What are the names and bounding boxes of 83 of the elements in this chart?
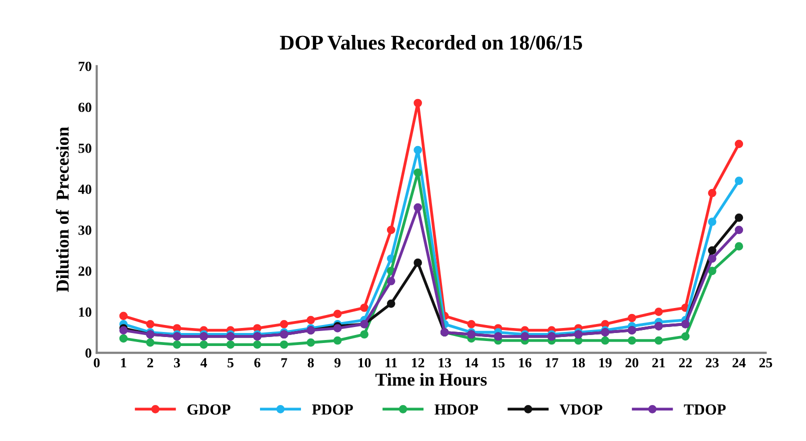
point — [333, 310, 342, 318]
point — [708, 254, 716, 263]
x-tick-label: 17 — [546, 358, 558, 368]
y-tick-label: 10 — [79, 307, 92, 317]
legend-label: GDOP — [187, 404, 230, 415]
point — [333, 336, 342, 345]
point — [708, 188, 716, 198]
point — [734, 214, 744, 222]
x-tick-label: 16 — [519, 358, 532, 368]
x-tick-label: 13 — [438, 358, 452, 368]
point — [708, 246, 716, 255]
point — [226, 340, 235, 349]
point — [414, 146, 422, 154]
point — [172, 340, 182, 349]
x-tick-label: 25 — [759, 358, 772, 368]
point — [146, 338, 154, 347]
point — [628, 314, 636, 322]
y-tick-label: 30 — [78, 226, 92, 235]
x-tick-label: 8 — [308, 358, 314, 368]
x-tick-label: 15 — [492, 358, 505, 368]
x-axis-title: Time in Hours — [375, 373, 487, 386]
point — [280, 340, 288, 349]
x-tick-label: 0 — [94, 358, 100, 368]
x-tick-label: 1 — [121, 358, 126, 368]
point — [414, 258, 422, 267]
legend-label: HDOP — [434, 404, 478, 415]
chart-title: DOP Values Recorded on 18/06/15 — [280, 35, 582, 50]
x-tick-label: 4 — [200, 358, 207, 368]
point — [734, 226, 744, 234]
y-tick-label: 70 — [78, 62, 92, 72]
point — [681, 332, 690, 341]
legend-label: TDOP — [684, 404, 726, 415]
y-tick-label: 0 — [85, 348, 92, 358]
point — [146, 320, 154, 328]
x-tick-label: 23 — [706, 358, 719, 368]
point — [386, 299, 396, 308]
x-tick-label: 19 — [599, 358, 612, 368]
legend-label: VDOP — [560, 404, 602, 415]
point — [119, 312, 128, 320]
point — [708, 218, 716, 226]
point — [414, 168, 422, 177]
point — [200, 340, 208, 349]
x-tick-label: 24 — [732, 358, 746, 368]
point — [414, 98, 422, 108]
point — [306, 338, 315, 347]
legend-label: PDOP — [312, 404, 353, 415]
x-tick-label: 7 — [281, 358, 288, 368]
point — [600, 336, 610, 345]
point — [306, 316, 315, 324]
x-tick-label: 11 — [386, 358, 397, 368]
y-tick-label: 50 — [78, 144, 92, 154]
x-tick-label: 22 — [679, 358, 692, 368]
x-tick-label: 6 — [254, 358, 260, 368]
point — [119, 334, 128, 343]
y-tick-label: 40 — [78, 184, 92, 194]
y-tick-label: 60 — [78, 102, 92, 112]
x-tick-label: 9 — [334, 358, 341, 368]
point — [734, 242, 744, 250]
y-tick-label: 20 — [78, 266, 92, 276]
x-tick-label: 3 — [174, 358, 180, 368]
point — [386, 276, 396, 286]
point — [280, 320, 288, 328]
x-tick-label: 12 — [412, 358, 424, 368]
point — [628, 336, 636, 345]
point — [734, 176, 744, 185]
x-tick-label: 20 — [626, 358, 638, 368]
point — [654, 308, 663, 316]
x-tick-label: 2 — [147, 358, 154, 368]
x-tick-label: 5 — [228, 358, 234, 368]
point — [386, 226, 396, 234]
point — [708, 266, 716, 276]
point — [360, 304, 368, 312]
point — [467, 320, 476, 328]
x-tick-label: 10 — [358, 358, 371, 368]
x-tick-label: 18 — [572, 358, 585, 368]
point — [360, 330, 368, 339]
point — [414, 203, 422, 212]
point — [253, 340, 262, 349]
point — [734, 140, 744, 148]
x-tick-label: 21 — [652, 358, 665, 368]
point — [654, 336, 663, 345]
y-axis-title: Dilution of Precesion — [56, 126, 69, 292]
x-tick-label: 14 — [466, 358, 478, 368]
